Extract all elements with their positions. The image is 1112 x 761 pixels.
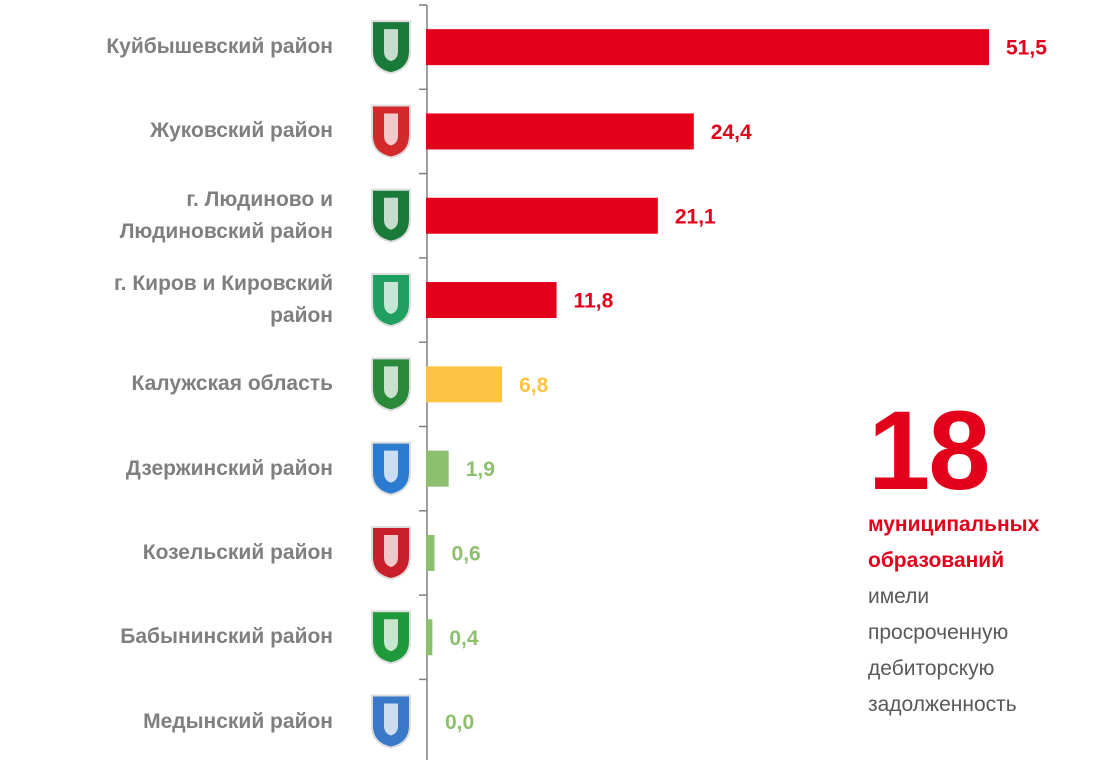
bar xyxy=(426,113,694,150)
value-label: 21,1 xyxy=(675,205,716,228)
annotation: 18 муниципальных образований имели просроч… xyxy=(868,395,1039,723)
annotation-line: дебиторскую xyxy=(868,657,995,680)
category-label: Дзержинский район xyxy=(125,456,333,480)
emblem-detail xyxy=(384,450,398,483)
value-label: 1,9 xyxy=(466,458,495,481)
category-label: Козельский район xyxy=(142,540,333,564)
bar xyxy=(426,619,433,656)
annotation-line: задолженность xyxy=(868,693,1017,716)
value-label: 0,6 xyxy=(452,542,481,565)
value-label: 0,4 xyxy=(449,627,479,650)
emblem-detail xyxy=(384,113,398,146)
value-label: 24,4 xyxy=(711,121,752,144)
annotation-highlight-line: образований xyxy=(868,549,1005,572)
category-label: Бабынинский район xyxy=(120,625,333,649)
emblem-detail xyxy=(384,29,398,62)
emblem-detail xyxy=(384,197,398,230)
category-label: г. Людиново и Людиновский район xyxy=(119,187,333,243)
annotation-text: имели просроченную дебиторскую задолженност… xyxy=(868,579,1039,723)
value-label: 0,0 xyxy=(445,711,474,734)
annotation-line: имели xyxy=(868,585,930,608)
annotation-line: просроченную xyxy=(868,621,1009,644)
bar xyxy=(426,29,989,66)
annotation-highlight-line: муниципальных xyxy=(868,513,1040,536)
category-label: г. Киров и Кировский район xyxy=(114,272,333,328)
annotation-number: 18 xyxy=(868,388,991,513)
value-label: 51,5 xyxy=(1006,37,1047,60)
bar xyxy=(426,534,435,571)
category-label: Калужская область xyxy=(131,372,334,396)
category-label: Жуковский район xyxy=(150,119,333,143)
annotation-highlight: муниципальных образований xyxy=(868,507,1039,579)
bar xyxy=(426,366,503,403)
emblem-detail xyxy=(384,366,398,399)
bar xyxy=(426,450,449,487)
bar xyxy=(426,197,658,234)
emblem-detail xyxy=(384,534,398,567)
value-label: 11,8 xyxy=(574,290,614,313)
emblem-detail xyxy=(384,282,398,315)
bar xyxy=(426,282,557,319)
emblem-detail xyxy=(384,703,398,736)
category-label: Медынский район xyxy=(143,709,333,733)
value-label: 6,8 xyxy=(519,374,549,397)
emblem-detail xyxy=(384,619,398,652)
category-label: Куйбышевский район xyxy=(106,35,333,59)
